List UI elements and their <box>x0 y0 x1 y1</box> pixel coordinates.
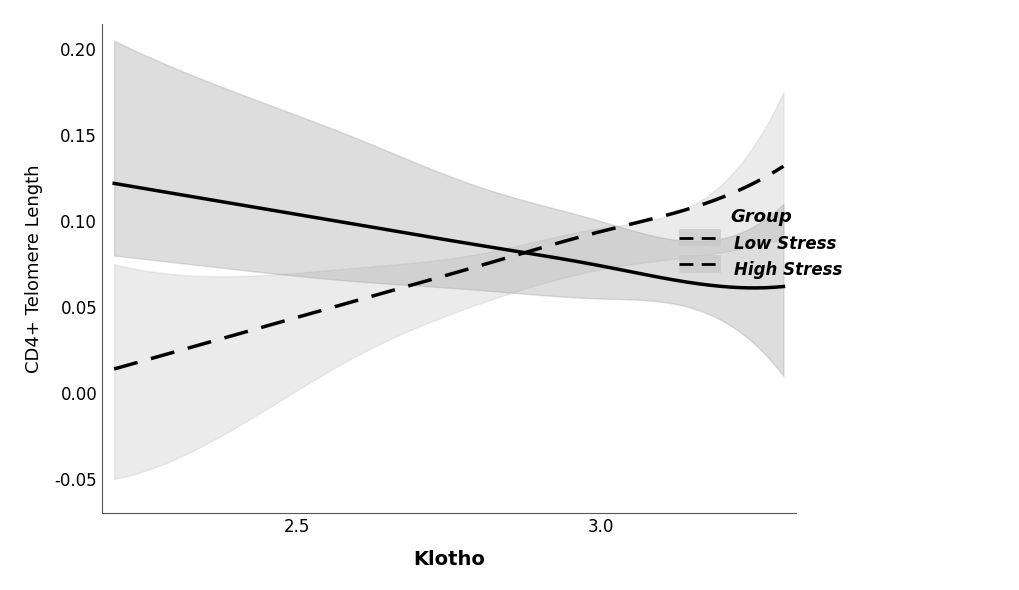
X-axis label: Klotho: Klotho <box>413 550 484 569</box>
Y-axis label: CD4+ Telomere Length: CD4+ Telomere Length <box>25 164 44 373</box>
Legend: Low Stress, High Stress: Low Stress, High Stress <box>679 208 842 280</box>
